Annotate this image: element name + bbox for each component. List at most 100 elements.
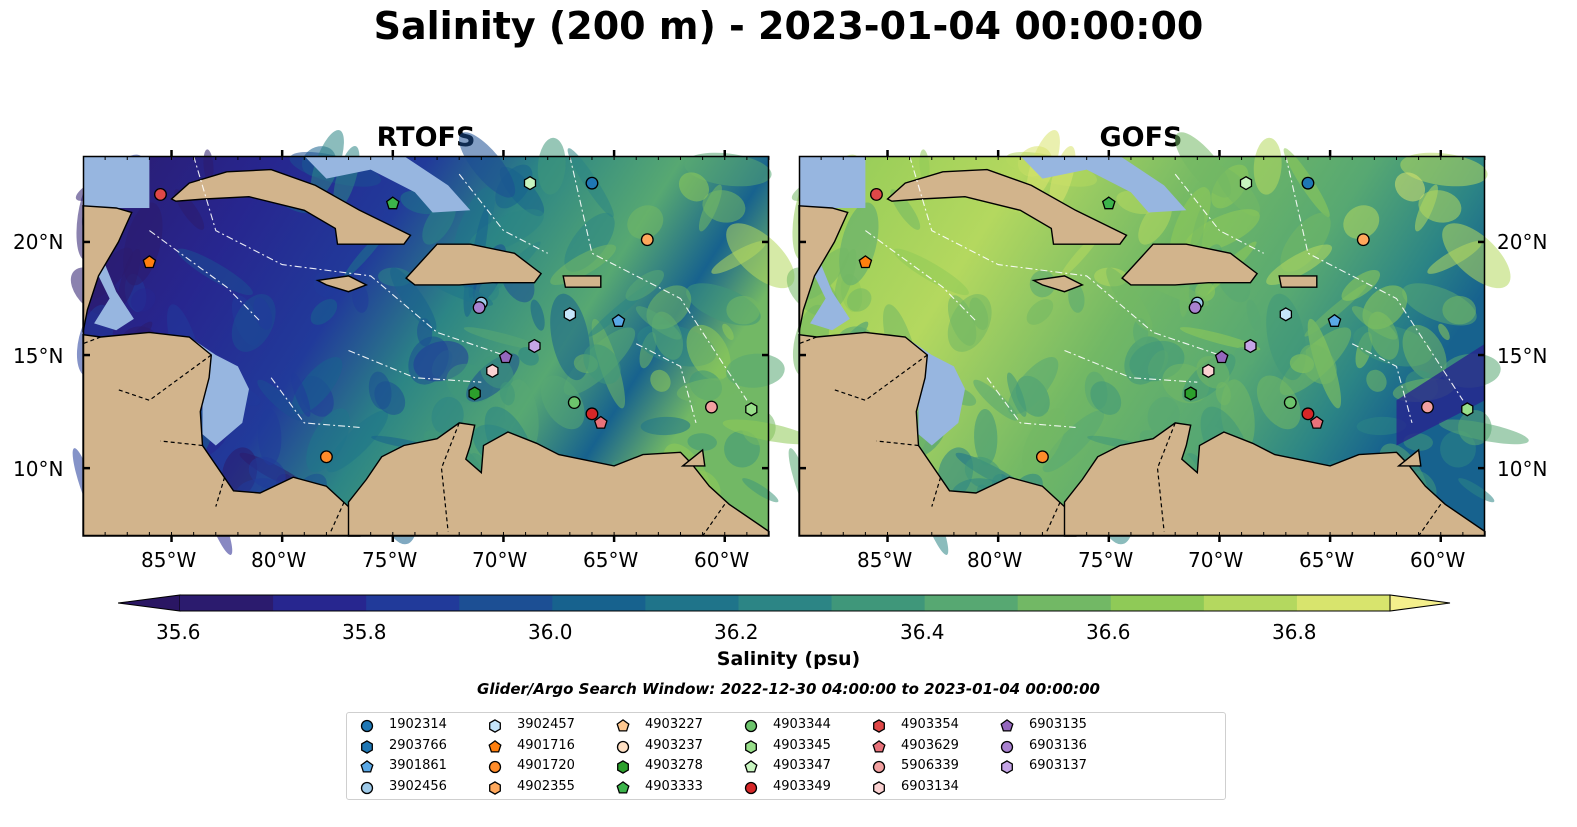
colorbar-tick: 36.2 <box>714 620 759 644</box>
lon-label-75w: 75°W <box>362 548 418 572</box>
legend-marker-hexagon <box>745 739 757 754</box>
legend-marker-hexagon <box>489 780 501 795</box>
legend-label: 4903629 <box>901 737 959 753</box>
legend-marker-circle <box>744 781 758 794</box>
legend-label: 2903766 <box>389 737 447 753</box>
argo-float-marker <box>870 188 883 201</box>
lat-label-15n: 15°N <box>13 344 64 368</box>
legend-marker-hexagon <box>873 780 885 795</box>
float-legend: 1902314 2903766 3901861 3902456 3902457 49017… <box>346 712 1226 800</box>
figure-title: Salinity (200 m) - 2023-01-04 00:00:00 <box>373 4 1204 48</box>
legend-marker-hexagon <box>489 719 501 733</box>
argo-float-marker <box>705 400 718 414</box>
colorbar-extend-high <box>1389 594 1451 612</box>
legend-label: 4903333 <box>645 778 703 794</box>
argo-float-marker <box>142 255 157 269</box>
colorbar-segment <box>180 595 274 611</box>
lon-label-65w: 65°W <box>583 548 639 572</box>
argo-float-marker <box>486 363 499 379</box>
argo-float-marker <box>1461 402 1474 417</box>
legend-marker-circle <box>616 740 630 753</box>
argo-float-marker <box>858 255 873 269</box>
legend-label: 5906339 <box>901 758 959 773</box>
salinity-colorbar <box>118 594 1451 612</box>
argo-float-marker <box>585 176 599 190</box>
lat-label-20n: 20°N <box>13 230 64 254</box>
legend-label: 4903349 <box>773 778 831 794</box>
legend-marker-circle <box>488 760 502 774</box>
argo-float-marker <box>1279 307 1293 322</box>
argo-float-marker <box>498 350 513 364</box>
legend-marker-hexagon <box>873 719 885 733</box>
legend-marker-pentagon <box>616 719 630 732</box>
colorbar-segment <box>645 595 739 611</box>
search-window-text: Glider/Argo Search Window: 2022-12-30 04… <box>477 680 1100 698</box>
legend-label: 6903135 <box>1029 717 1087 732</box>
argo-float-marker <box>1214 350 1229 364</box>
colorbar-segment <box>1110 595 1205 611</box>
lon-label-60w-gofs: 60°W <box>1410 548 1466 572</box>
legend-marker-hexagon <box>361 739 373 754</box>
legend-label: 1902314 <box>389 717 447 732</box>
argo-float-marker <box>611 313 626 327</box>
colorbar-segment <box>366 595 460 611</box>
argo-float-marker <box>640 233 654 247</box>
argo-float-marker <box>319 450 333 464</box>
argo-float-marker <box>523 175 537 191</box>
legend-marker-pentagon <box>744 760 758 773</box>
legend-marker-hexagon <box>1001 760 1013 774</box>
legend-label: 3902457 <box>517 717 575 732</box>
argo-float-marker <box>154 188 167 201</box>
legend-label: 4903345 <box>773 737 831 753</box>
map-gofs <box>786 130 1529 555</box>
argo-float-marker <box>1244 338 1257 354</box>
colorbar-tick: 36.4 <box>900 620 945 644</box>
legend-label: 4901716 <box>517 737 575 753</box>
argo-float-marker <box>1356 233 1370 247</box>
colorbar-label: Salinity (psu) <box>716 648 861 670</box>
panel-title-rtofs: RTOFS <box>376 122 476 153</box>
colorbar-tick: 36.8 <box>1272 620 1317 644</box>
argo-float-marker <box>1184 386 1197 401</box>
colorbar-segment <box>1203 595 1298 611</box>
lat-label-10n: 10°N <box>13 457 64 481</box>
argo-float-marker <box>1301 176 1315 190</box>
legend-marker-pentagon <box>360 760 374 773</box>
legend-marker-pentagon <box>1000 719 1014 732</box>
argo-float-marker <box>1101 196 1116 210</box>
lon-label-60w: 60°W <box>694 548 750 572</box>
legend-marker-pentagon <box>488 739 502 753</box>
lon-label-65w-gofs: 65°W <box>1299 548 1355 572</box>
legend-label: 3902456 <box>389 778 447 794</box>
argo-float-marker <box>1035 450 1049 464</box>
argo-float-marker <box>567 396 581 409</box>
lat-label-15n-right: 15°N <box>1497 344 1548 368</box>
legend-marker-pentagon <box>616 780 630 794</box>
argo-float-marker <box>472 301 486 314</box>
argo-float-marker <box>1188 301 1202 314</box>
legend-label: 3901861 <box>389 758 447 773</box>
legend-marker-circle <box>1000 740 1014 753</box>
argo-float-marker <box>745 402 758 417</box>
lon-label-85w: 85°W <box>141 548 197 572</box>
colorbar-segment <box>831 595 926 611</box>
argo-float-marker <box>1239 175 1253 191</box>
argo-float-marker <box>1202 363 1215 379</box>
legend-label: 6903137 <box>1029 758 1087 773</box>
colorbar-segment <box>738 595 833 611</box>
legend-label: 4903278 <box>645 758 703 773</box>
colorbar-tick: 35.8 <box>342 620 387 644</box>
legend-label: 6903134 <box>901 778 959 794</box>
argo-float-marker <box>385 196 400 210</box>
argo-float-marker <box>1327 313 1342 327</box>
colorbar-tick: 36.0 <box>528 620 573 644</box>
argo-float-marker <box>593 415 608 429</box>
lon-label-80w: 80°W <box>251 548 307 572</box>
argo-float-marker <box>1309 415 1324 429</box>
argo-float-marker <box>1283 396 1297 409</box>
colorbar-segment <box>924 595 1019 611</box>
colorbar-tick: 35.6 <box>156 620 201 644</box>
lat-label-10n-right: 10°N <box>1497 457 1548 481</box>
argo-float-marker <box>1301 407 1315 421</box>
colorbar-extend-low <box>118 594 181 612</box>
